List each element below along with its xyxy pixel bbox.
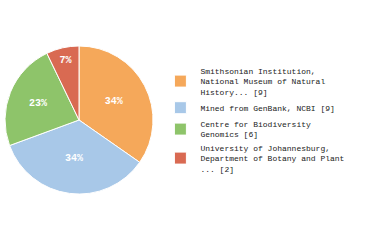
svg-text:7%: 7%: [60, 55, 72, 66]
svg-text:Centre for BiodiversityGenomic: Centre for BiodiversityGenomics [6]: [200, 120, 311, 139]
svg-text:Smithsonian Institution,Nation: Smithsonian Institution,National Museum …: [200, 67, 325, 97]
svg-text:23%: 23%: [29, 98, 47, 109]
svg-text:34%: 34%: [105, 96, 123, 107]
svg-text:Mined from GenBank, NCBI [9]: Mined from GenBank, NCBI [9]: [200, 104, 334, 113]
svg-text:34%: 34%: [65, 153, 83, 164]
svg-text:University of Johannesburg,Dep: University of Johannesburg,Department of…: [200, 144, 344, 174]
